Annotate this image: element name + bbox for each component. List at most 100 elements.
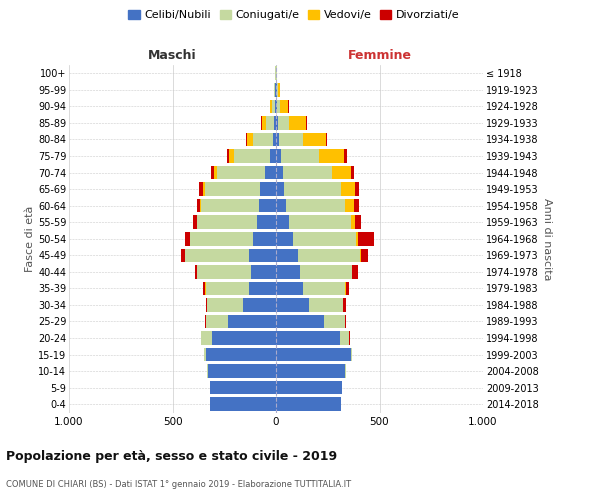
Bar <box>229 149 233 163</box>
Bar <box>265 166 276 179</box>
Bar <box>278 83 280 96</box>
Bar <box>276 348 350 362</box>
Bar <box>281 149 319 163</box>
Bar <box>246 132 247 146</box>
Bar <box>274 83 275 96</box>
Bar <box>341 182 355 196</box>
Bar <box>276 298 309 312</box>
Bar <box>243 298 276 312</box>
Bar <box>206 314 229 328</box>
Bar <box>247 132 253 146</box>
Bar <box>260 182 276 196</box>
Bar <box>203 282 205 295</box>
Bar <box>276 116 278 130</box>
Bar <box>251 265 276 278</box>
Bar <box>280 100 289 113</box>
Bar <box>283 166 332 179</box>
Bar <box>276 199 286 212</box>
Text: Femmine: Femmine <box>347 48 412 62</box>
Bar <box>275 83 276 96</box>
Bar <box>185 232 190 245</box>
Y-axis label: Fasce di età: Fasce di età <box>25 206 35 272</box>
Bar <box>205 314 206 328</box>
Bar <box>306 116 307 130</box>
Bar <box>343 298 346 312</box>
Bar <box>203 348 206 362</box>
Bar <box>200 199 202 212</box>
Bar <box>276 100 277 113</box>
Bar <box>277 100 280 113</box>
Bar <box>346 282 349 295</box>
Bar <box>358 232 374 245</box>
Bar <box>203 182 205 196</box>
Bar <box>274 116 276 130</box>
Bar <box>303 132 326 146</box>
Bar <box>284 182 341 196</box>
Bar <box>340 332 349 345</box>
Bar <box>276 182 284 196</box>
Bar <box>276 364 346 378</box>
Bar <box>276 282 303 295</box>
Bar <box>212 332 276 345</box>
Text: Maschi: Maschi <box>148 48 197 62</box>
Bar <box>197 265 251 278</box>
Bar <box>193 216 197 229</box>
Bar <box>346 199 353 212</box>
Bar <box>309 298 343 312</box>
Bar <box>233 149 270 163</box>
Bar <box>332 166 350 179</box>
Bar <box>197 199 200 212</box>
Bar <box>227 149 229 163</box>
Bar <box>276 381 342 394</box>
Bar <box>181 248 185 262</box>
Bar <box>276 265 300 278</box>
Bar <box>352 265 358 278</box>
Text: COMUNE DI CHIARI (BS) - Dati ISTAT 1° gennaio 2019 - Elaborazione TUTTITALIA.IT: COMUNE DI CHIARI (BS) - Dati ISTAT 1° ge… <box>6 480 351 489</box>
Bar <box>217 166 265 179</box>
Bar <box>210 381 276 394</box>
Bar <box>253 232 276 245</box>
Bar <box>298 248 360 262</box>
Bar <box>206 348 276 362</box>
Bar <box>275 100 276 113</box>
Bar <box>276 216 289 229</box>
Bar <box>208 364 276 378</box>
Bar <box>262 116 266 130</box>
Bar <box>326 132 328 146</box>
Bar <box>261 116 262 130</box>
Bar <box>205 182 260 196</box>
Bar <box>361 248 368 262</box>
Bar <box>185 248 249 262</box>
Bar <box>270 100 272 113</box>
Bar <box>278 116 289 130</box>
Bar <box>206 298 243 312</box>
Bar <box>360 248 361 262</box>
Bar <box>276 132 279 146</box>
Bar <box>259 199 276 212</box>
Bar <box>276 166 283 179</box>
Y-axis label: Anni di nascita: Anni di nascita <box>542 198 553 280</box>
Bar <box>197 216 257 229</box>
Bar <box>211 166 214 179</box>
Bar <box>350 166 353 179</box>
Bar <box>276 332 340 345</box>
Text: Popolazione per età, sesso e stato civile - 2019: Popolazione per età, sesso e stato civil… <box>6 450 337 463</box>
Bar <box>276 314 323 328</box>
Bar <box>350 348 352 362</box>
Bar <box>249 248 276 262</box>
Bar <box>277 83 278 96</box>
Bar <box>323 314 346 328</box>
Bar <box>270 149 276 163</box>
Bar <box>289 116 306 130</box>
Bar <box>276 232 293 245</box>
Bar <box>286 199 346 212</box>
Bar <box>214 166 217 179</box>
Bar <box>202 199 259 212</box>
Bar <box>199 182 203 196</box>
Bar <box>303 282 346 295</box>
Bar <box>353 199 359 212</box>
Bar <box>210 398 276 411</box>
Bar <box>253 132 273 146</box>
Bar <box>249 282 276 295</box>
Bar <box>190 232 253 245</box>
